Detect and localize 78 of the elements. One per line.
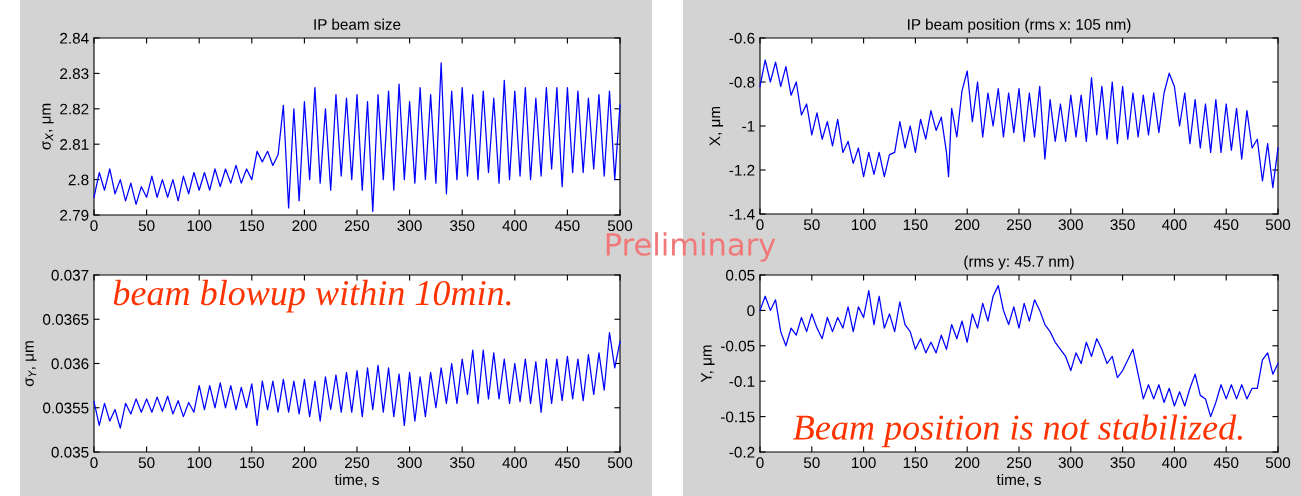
x-tick-label: 0	[90, 220, 98, 232]
x-tick-label: 100	[187, 457, 212, 469]
x-tick-label: 450	[1213, 457, 1239, 469]
x-tick-label: 500	[607, 220, 633, 232]
x-tick-label: 150	[903, 457, 928, 469]
x-tick-label: 300	[397, 457, 422, 469]
x-tick-label: 250	[1007, 457, 1032, 469]
x-tick-label: 100	[187, 220, 212, 232]
annotation: beam blowup within 10min.	[113, 279, 511, 313]
x-tick-label: 250	[1007, 219, 1032, 231]
x-tick-label: 200	[292, 220, 317, 232]
x-tick-label: 500	[1265, 457, 1291, 469]
x-tick-label: 300	[1058, 457, 1083, 469]
text: Preliminary	[606, 232, 776, 262]
y-tick-label: -0.1	[729, 376, 755, 387]
y-axis-title: σ$_{X}$, μm	[42, 103, 54, 150]
x-tick-label: 100	[852, 219, 876, 231]
x-tick-label: 400	[1162, 457, 1187, 469]
y-tick-label: 2.84	[60, 32, 89, 44]
x-tick-label: 150	[240, 220, 264, 232]
x-tick-label: 500	[1265, 219, 1291, 231]
y-tick-label: 0.037	[51, 269, 89, 281]
y-tick-label: -0.15	[721, 411, 755, 423]
x-tick-label: 250	[345, 220, 370, 232]
y-tick-label: -1	[742, 121, 755, 132]
y-axis-title: X, μm	[709, 106, 724, 146]
y-tick-label: -0.2	[729, 446, 755, 458]
y-tick-label: -1.4	[729, 209, 755, 220]
y-tick-label: -0.05	[721, 340, 755, 352]
y-tick-label: 2.83	[60, 68, 89, 80]
x-tick-label: 0	[756, 457, 764, 469]
y-axis-title: σ$_{Y}$, μm	[25, 341, 37, 387]
x-tick-label: 100	[852, 457, 876, 469]
y-tick-label: 0.05	[726, 269, 755, 281]
x-tick-label: 150	[240, 457, 264, 469]
y-tick-label: 2.81	[60, 139, 89, 150]
y-tick-label: 0.0355	[43, 402, 89, 414]
x-tick-label: 350	[450, 457, 475, 469]
y-tick-label: 0.035	[51, 446, 89, 458]
x-axis-title: time, s	[996, 473, 1041, 487]
x-tick-label: 200	[955, 219, 980, 231]
x-tick-label: 0	[756, 219, 764, 231]
x-tick-label: 350	[1110, 457, 1135, 469]
x-tick-label: 50	[138, 457, 155, 469]
x-tick-label: 500	[607, 457, 633, 469]
x-axis-title: time, s	[334, 473, 379, 487]
chart-title: IP beam position (rms x: 105 nm)	[908, 18, 1131, 33]
y-tick-label: 2.79	[60, 209, 89, 221]
x-tick-label: 0	[90, 457, 98, 469]
x-tick-label: 400	[502, 220, 527, 232]
x-tick-label: 400	[1162, 219, 1187, 231]
x-tick-label: 50	[803, 457, 820, 469]
chart-title: (rms y: 45.7 nm)	[964, 255, 1074, 270]
x-tick-label: 300	[1058, 219, 1083, 231]
y-tick-label: -0.6	[729, 32, 755, 44]
y-tick-label: 2.8	[68, 174, 89, 186]
x-tick-label: 150	[903, 219, 928, 231]
x-tick-label: 400	[502, 457, 527, 469]
y-tick-label: 0.0365	[43, 314, 89, 325]
x-tick-label: 350	[450, 220, 475, 232]
x-tick-label: 200	[292, 457, 317, 469]
x-tick-label: 450	[555, 220, 580, 232]
x-tick-label: 450	[555, 457, 580, 469]
x-tick-label: 50	[138, 220, 155, 232]
x-tick-label: 50	[803, 219, 820, 231]
x-tick-label: 450	[1213, 219, 1239, 231]
y-tick-label: 2.82	[60, 103, 89, 115]
x-tick-label: 300	[397, 220, 422, 232]
y-tick-label: 0.036	[51, 358, 89, 370]
annotation: Beam position is not stabilized.	[793, 414, 1242, 448]
chart-title: IP beam size	[314, 18, 401, 30]
y-tick-label: -0.8	[729, 76, 755, 88]
x-tick-label: 350	[1110, 219, 1135, 231]
x-tick-label: 250	[345, 457, 370, 469]
y-axis-title: Y, μm	[701, 345, 715, 383]
y-tick-label: -1.2	[729, 164, 755, 176]
x-tick-label: 200	[955, 457, 980, 469]
y-tick-label: 0	[747, 305, 755, 317]
